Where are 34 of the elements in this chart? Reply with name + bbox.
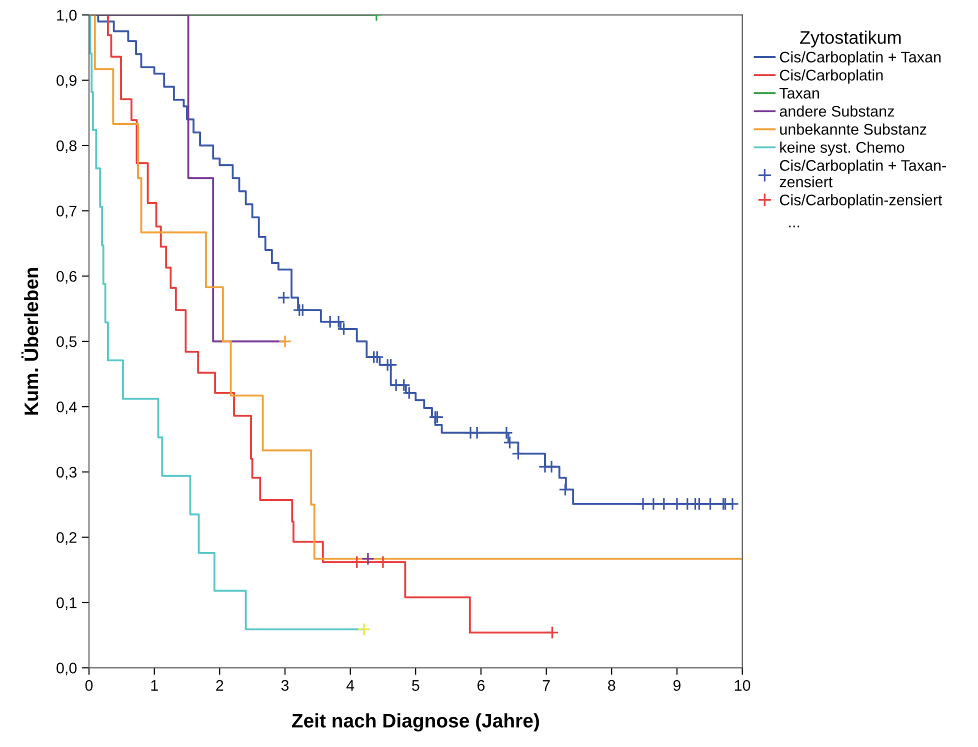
y-tick-label: 0,0 [56, 662, 77, 676]
legend-label: unbekannte Substanz [780, 124, 926, 135]
y-tick-label: 0,3 [56, 466, 77, 480]
x-tick-label: 10 [734, 680, 750, 691]
x-tick-label: 7 [542, 680, 550, 691]
text: ... [789, 226, 800, 228]
legend-label: Cis/Carboplatin [780, 69, 883, 84]
x-tick-label: 5 [412, 680, 420, 691]
legend-label: andere Substanz [780, 105, 894, 117]
y-tick-label: 0,8 [56, 140, 77, 154]
x-tick-label: 2 [216, 680, 224, 691]
x-tick-label: 1 [151, 680, 158, 691]
x-tick-label: 6 [478, 680, 485, 691]
x-tick-label: 0 [85, 680, 93, 691]
y-tick-label: 0,6 [56, 270, 77, 284]
y-axis-title: Kum. Überleben [21, 268, 38, 415]
x-tick-label: 8 [608, 680, 616, 691]
legend-label: Taxan [780, 88, 819, 99]
legend-label: Cis/Carboplatin + Taxan [780, 51, 941, 66]
x-tick-label: 9 [673, 680, 680, 691]
y-tick-label: 0,1 [56, 597, 76, 610]
y-tick-label: 0,7 [56, 206, 76, 218]
legend-label: Cis/Carboplatin + Taxan-zensiert [780, 160, 946, 188]
x-axis-title: Zeit nach Diagnose (Jahre) [292, 713, 539, 732]
y-tick-label: 0,9 [56, 75, 76, 88]
y-tick-label: 1,0 [57, 10, 77, 22]
x-tick-label: 3 [281, 680, 289, 691]
legend-label: Cis/Carboplatin-zensiert [780, 194, 942, 208]
x-tick-label: 4 [346, 680, 354, 691]
legend-label: keine syst. Chemo [780, 142, 904, 156]
y-tick-label: 0,4 [56, 402, 77, 414]
y-tick-label: 0,5 [56, 336, 77, 349]
y-tick-label: 0,2 [56, 532, 76, 545]
legend-title: Zytostatikum [800, 30, 901, 48]
